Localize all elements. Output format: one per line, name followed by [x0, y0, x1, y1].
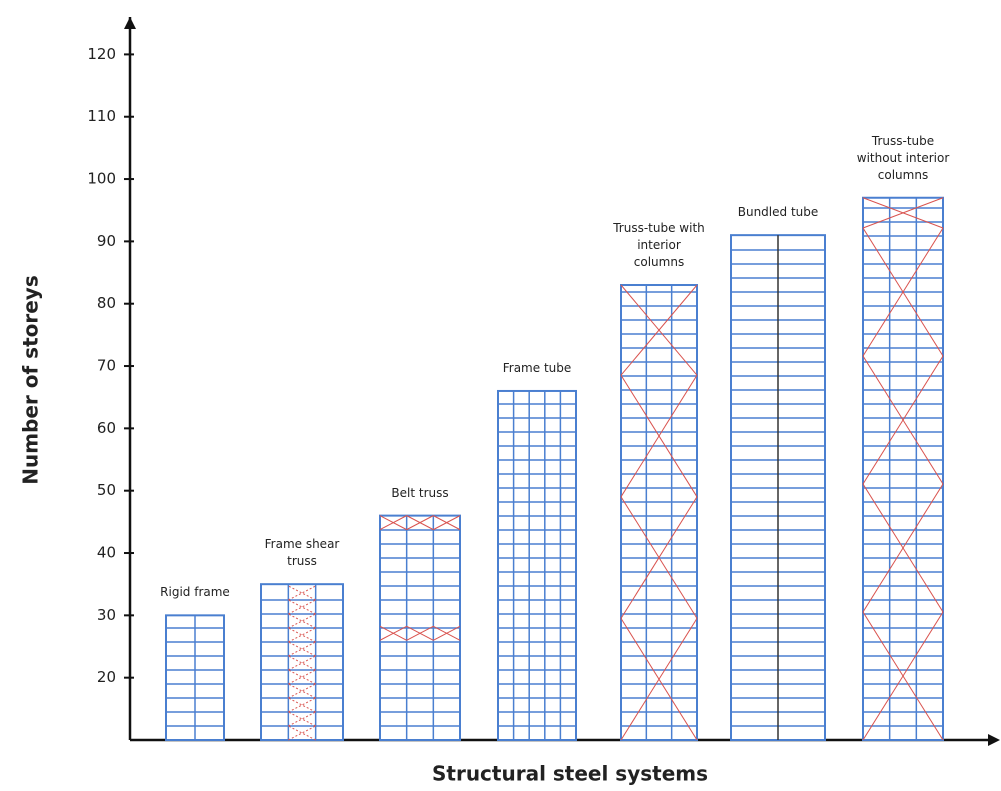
- category-label: Bundled tube: [730, 204, 826, 221]
- y-axis-label: Number of storeys: [19, 275, 43, 485]
- x-axis-label: Structural steel systems: [432, 762, 708, 786]
- bar: [498, 391, 576, 740]
- bar: [621, 285, 697, 740]
- bar: [863, 198, 943, 740]
- y-tick-label: 70: [97, 357, 116, 375]
- category-label: Belt truss: [372, 485, 468, 502]
- chart-container: Structural steel systems Number of store…: [0, 0, 1001, 791]
- y-tick-label: 30: [97, 606, 116, 624]
- category-label: Frame tube: [489, 360, 585, 377]
- y-tick-label: 110: [87, 107, 116, 125]
- category-label: Rigid frame: [147, 584, 243, 601]
- y-tick-label: 20: [97, 668, 116, 686]
- y-tick-label: 100: [87, 170, 116, 188]
- y-tick-label: 80: [97, 294, 116, 312]
- category-label: Truss-tube without interior columns: [855, 133, 951, 184]
- y-tick-label: 50: [97, 481, 116, 499]
- chart: Structural steel systems Number of store…: [0, 0, 1001, 791]
- y-axis-arrow: [124, 17, 136, 29]
- x-axis-arrow: [988, 734, 1000, 746]
- y-tick-label: 60: [97, 419, 116, 437]
- y-tick-label: 40: [97, 544, 116, 562]
- y-tick-label: 120: [87, 45, 116, 63]
- category-label: Frame shear truss: [254, 536, 350, 570]
- bar: [261, 584, 343, 740]
- y-tick-label: 90: [97, 232, 116, 250]
- category-label: Truss-tube with interior columns: [611, 220, 707, 271]
